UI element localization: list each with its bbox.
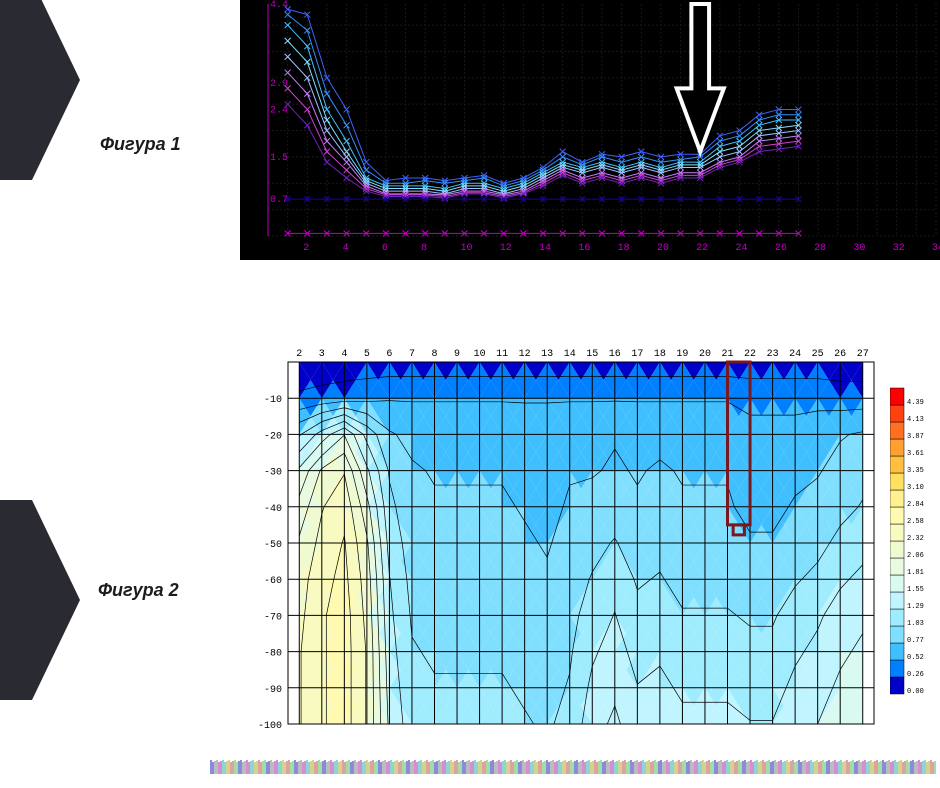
svg-text:18: 18 [654, 349, 666, 360]
svg-text:2: 2 [303, 243, 309, 254]
svg-text:7: 7 [409, 349, 415, 360]
svg-text:8: 8 [421, 243, 427, 254]
svg-text:-50: -50 [264, 540, 282, 551]
svg-text:11: 11 [496, 349, 508, 360]
svg-text:19: 19 [676, 349, 688, 360]
svg-text:14: 14 [539, 243, 551, 254]
svg-text:1.03: 1.03 [907, 620, 924, 628]
svg-text:-80: -80 [264, 649, 282, 660]
svg-text:4: 4 [341, 349, 347, 360]
svg-text:24: 24 [736, 243, 748, 254]
svg-text:16: 16 [578, 243, 590, 254]
svg-text:12: 12 [519, 349, 531, 360]
svg-text:-70: -70 [264, 612, 282, 623]
svg-text:14: 14 [564, 349, 576, 360]
svg-text:4.13: 4.13 [907, 416, 924, 424]
svg-text:9: 9 [454, 349, 460, 360]
svg-text:22: 22 [744, 349, 756, 360]
svg-text:34: 34 [932, 243, 940, 254]
svg-text:21: 21 [721, 349, 733, 360]
svg-text:0.26: 0.26 [907, 671, 924, 679]
svg-text:-20: -20 [264, 431, 282, 442]
svg-text:26: 26 [775, 243, 787, 254]
svg-text:25: 25 [812, 349, 824, 360]
svg-text:32: 32 [893, 243, 905, 254]
side-arrow-decoration-2 [0, 500, 80, 700]
svg-text:0.77: 0.77 [907, 637, 924, 645]
svg-text:2.9: 2.9 [270, 79, 288, 90]
svg-text:2.84: 2.84 [907, 501, 924, 509]
svg-text:1.29: 1.29 [907, 603, 924, 611]
svg-text:2.06: 2.06 [907, 552, 924, 560]
svg-text:16: 16 [609, 349, 621, 360]
svg-text:1.5: 1.5 [270, 153, 288, 164]
svg-text:15: 15 [586, 349, 598, 360]
svg-text:3.35: 3.35 [907, 467, 924, 475]
line-chart: 0.71.52.42.94.42468101214161820222426283… [240, 0, 940, 260]
svg-text:4: 4 [343, 243, 349, 254]
svg-text:-40: -40 [264, 504, 282, 515]
svg-text:22: 22 [696, 243, 708, 254]
svg-text:0.00: 0.00 [907, 688, 924, 696]
heatmap-legend: 0.00 0.26 0.52 0.77 1.03 1.29 1.55 1.81 2.06 2.32… [890, 385, 932, 697]
svg-text:-60: -60 [264, 576, 282, 587]
svg-text:3: 3 [319, 349, 325, 360]
svg-text:8: 8 [431, 349, 437, 360]
svg-text:3.61: 3.61 [907, 450, 924, 458]
svg-text:17: 17 [631, 349, 643, 360]
svg-text:1.55: 1.55 [907, 586, 924, 594]
svg-text:-30: -30 [264, 468, 282, 479]
figure-1-label: Фигура 1 [100, 134, 181, 155]
svg-text:3.10: 3.10 [907, 484, 924, 492]
svg-text:3.87: 3.87 [907, 433, 924, 441]
heatmap-chart: 2345678910111213141516171819202122232425… [240, 340, 880, 730]
svg-text:12: 12 [500, 243, 512, 254]
svg-text:13: 13 [541, 349, 553, 360]
svg-text:26: 26 [834, 349, 846, 360]
svg-text:1.81: 1.81 [907, 569, 924, 577]
svg-text:6: 6 [382, 243, 388, 254]
figure-2-label: Фигура 2 [98, 580, 179, 601]
noise-strip [210, 760, 936, 774]
svg-text:5: 5 [364, 349, 370, 360]
svg-text:20: 20 [657, 243, 669, 254]
svg-text:0.52: 0.52 [907, 654, 924, 662]
svg-text:2.32: 2.32 [907, 535, 924, 543]
svg-text:23: 23 [767, 349, 779, 360]
svg-text:18: 18 [618, 243, 630, 254]
svg-text:6: 6 [386, 349, 392, 360]
svg-text:-90: -90 [264, 685, 282, 696]
svg-text:4.4: 4.4 [270, 0, 288, 11]
svg-text:-100: -100 [258, 721, 282, 730]
svg-text:20: 20 [699, 349, 711, 360]
side-arrow-decoration-1 [0, 0, 80, 180]
svg-text:2: 2 [296, 349, 302, 360]
svg-text:10: 10 [460, 243, 472, 254]
svg-text:10: 10 [474, 349, 486, 360]
svg-text:30: 30 [853, 243, 865, 254]
svg-text:28: 28 [814, 243, 826, 254]
svg-text:-10: -10 [264, 395, 282, 406]
svg-text:2.58: 2.58 [907, 518, 924, 526]
svg-text:24: 24 [789, 349, 801, 360]
svg-text:4.39: 4.39 [907, 399, 924, 407]
svg-text:27: 27 [857, 349, 869, 360]
